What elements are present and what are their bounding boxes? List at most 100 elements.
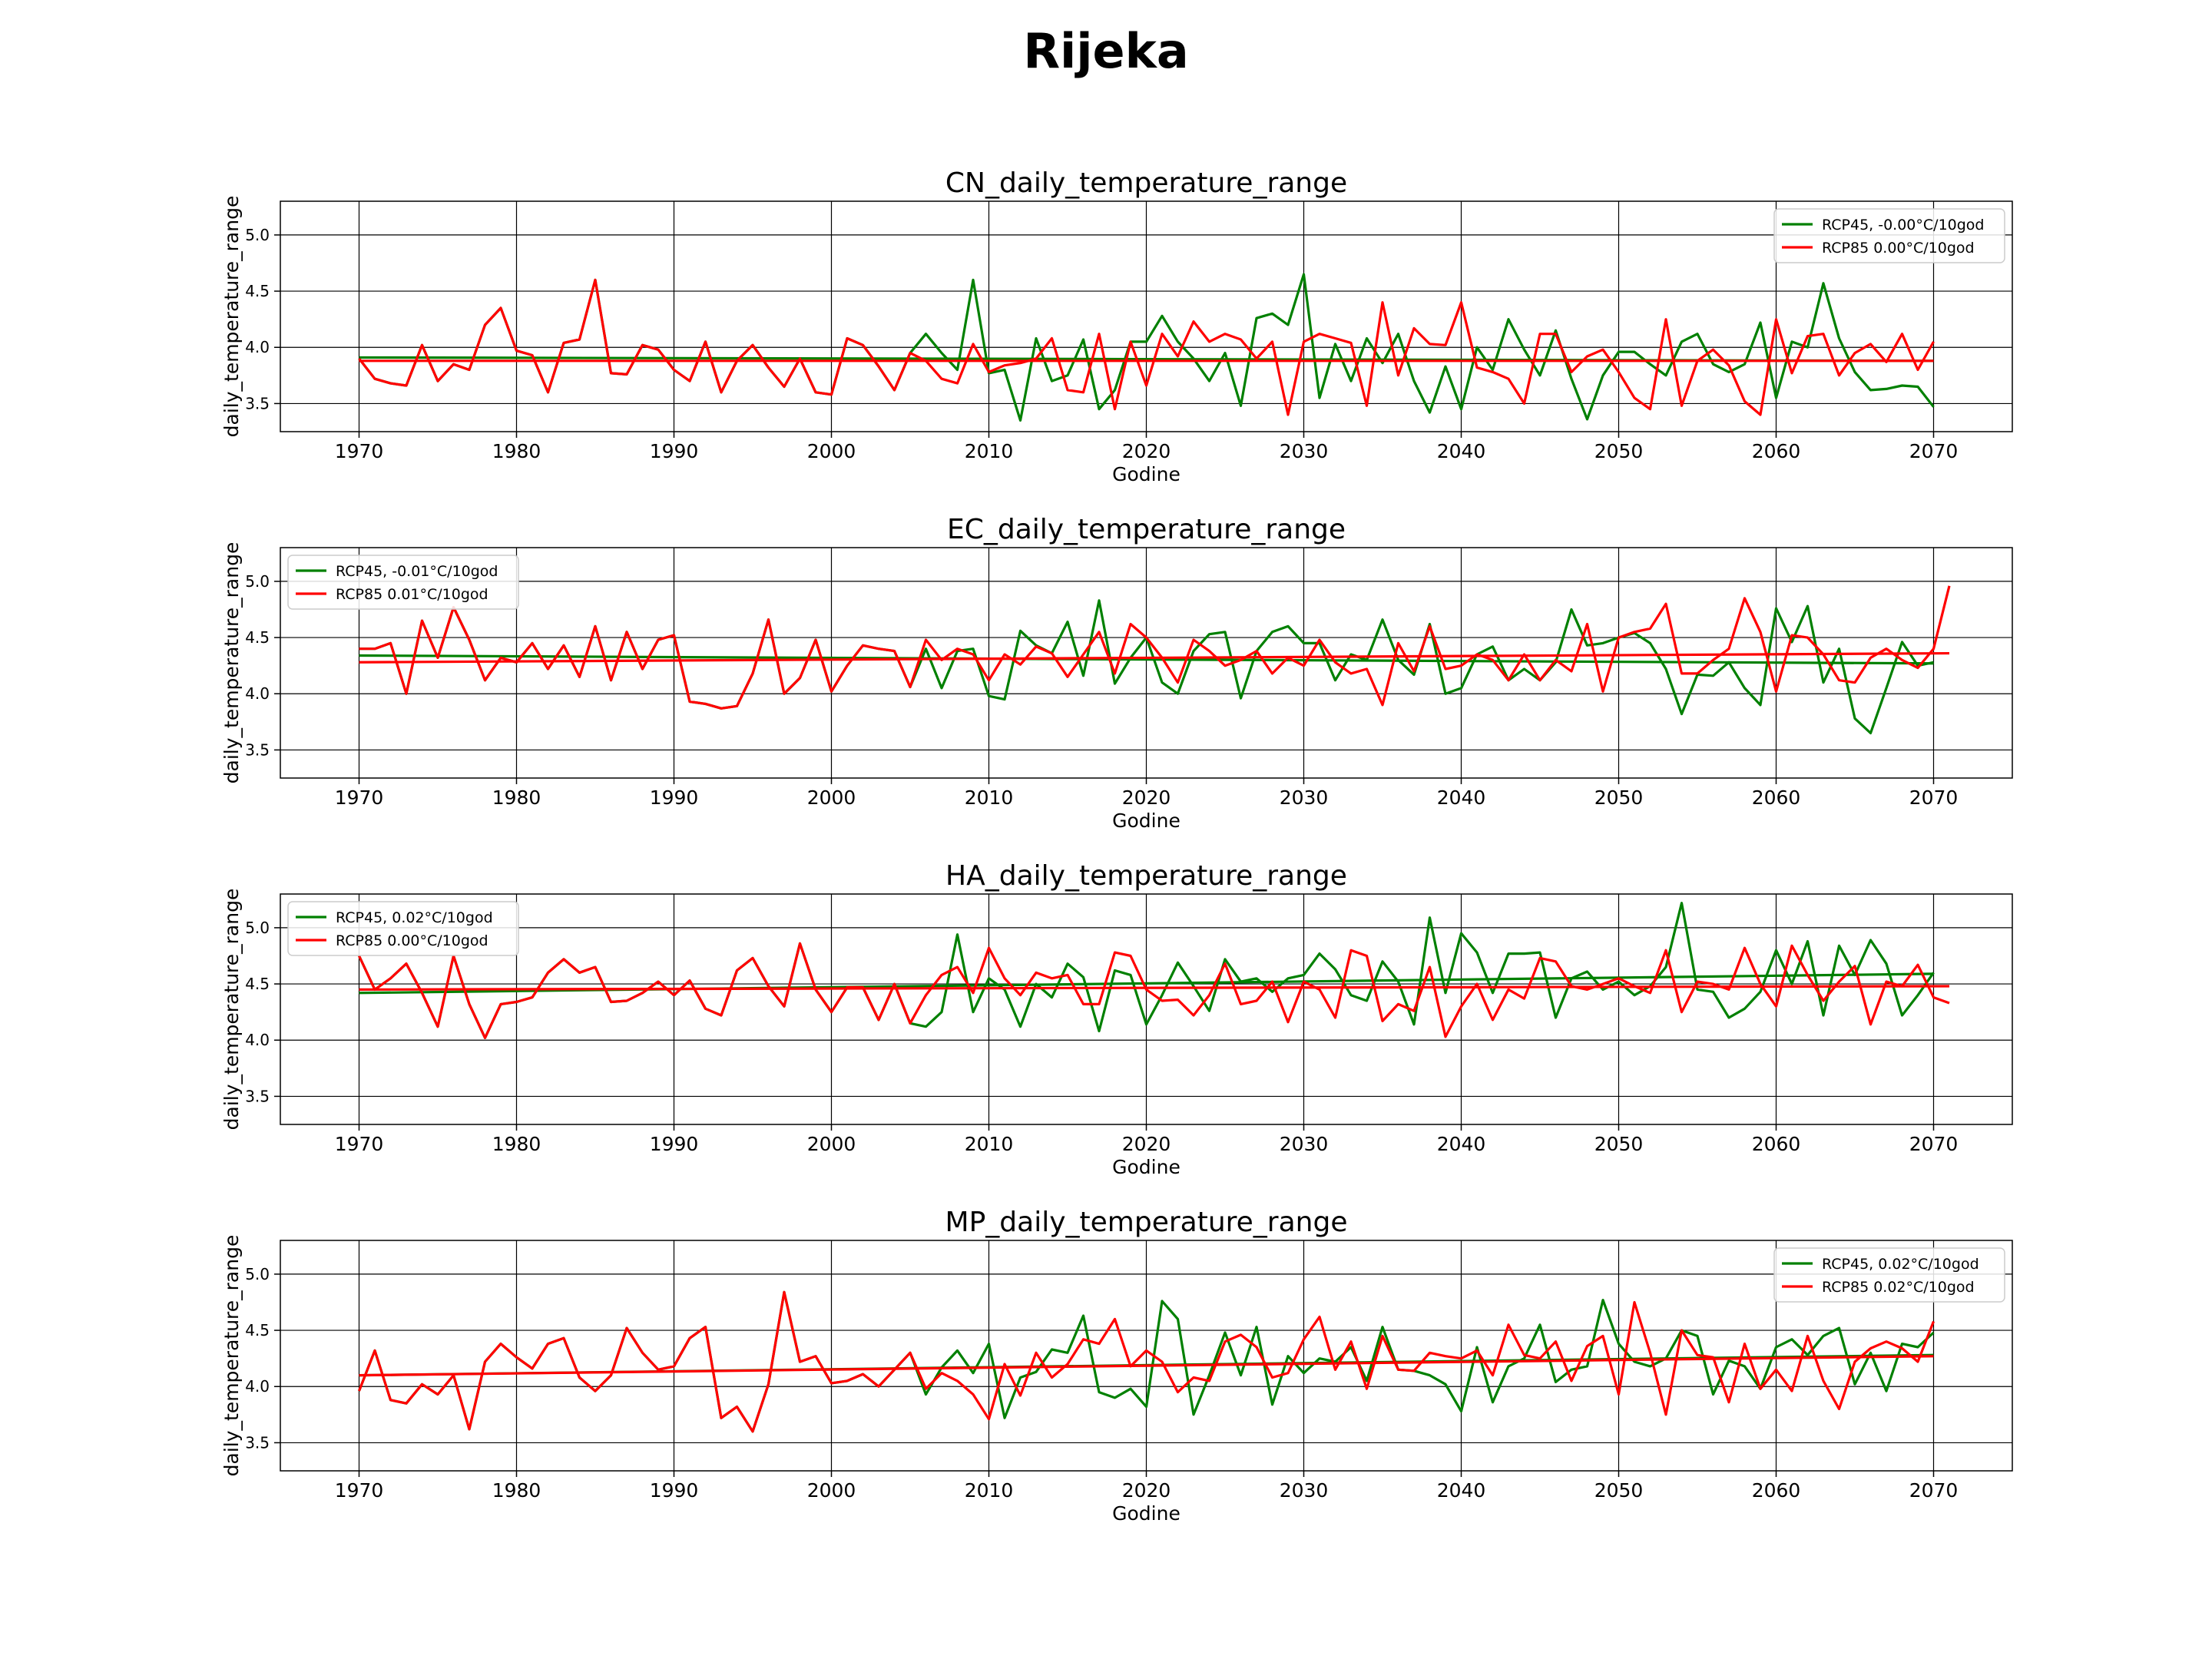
x-tick-label: 1990	[650, 1133, 699, 1155]
y-tick-label: 3.5	[245, 1087, 270, 1105]
legend: RCP45, 0.02°C/10god RCP85 0.02°C/10god	[1773, 1247, 2005, 1303]
x-tick-label: 2040	[1437, 440, 1486, 462]
x-tick-label: 2010	[965, 1133, 1014, 1155]
chart-panel-4: MP_daily_temperature_range 1970 1980 1990 20…	[220, 1207, 2013, 1525]
x-axis-label: Godine	[1112, 1156, 1181, 1178]
trend-line-rcp85	[359, 1355, 1934, 1377]
legend-label: RCP85 0.00°C/10god	[336, 932, 488, 949]
x-axis-label: Godine	[1112, 810, 1181, 832]
x-tick-label: 2020	[1122, 1133, 1171, 1155]
legend-box	[287, 555, 519, 610]
chart-title: EC_daily_temperature_range	[947, 514, 1346, 545]
x-tick-label: 1980	[492, 440, 541, 462]
legend-label: RCP85 0.01°C/10god	[336, 586, 488, 603]
legend-box	[287, 901, 519, 956]
x-tick-label: 1980	[492, 786, 541, 809]
y-axis-label: daily_temperature_range	[220, 889, 243, 1131]
series-line-rcp85	[358, 1290, 1935, 1433]
x-tick-label: 1980	[492, 1479, 541, 1502]
y-tick-label: 5.0	[245, 572, 270, 591]
x-tick-label: 2050	[1594, 786, 1644, 809]
y-axis-label: daily_temperature_range	[220, 196, 243, 438]
y-tick-label: 4.0	[245, 1377, 270, 1396]
plot-frame	[280, 200, 2013, 432]
y-axis-label: daily_temperature_range	[220, 1235, 243, 1477]
x-tick-label: 1970	[335, 1133, 384, 1155]
x-tick-label: 2030	[1280, 1479, 1329, 1502]
plot-frame	[280, 893, 2013, 1125]
x-tick-label: 2060	[1752, 440, 1801, 462]
legend-label: RCP45, -0.01°C/10god	[336, 563, 498, 580]
y-tick-label: 4.0	[245, 684, 270, 703]
legend-label: RCP45, -0.00°C/10god	[1822, 217, 1985, 233]
x-axis-label: Godine	[1112, 1502, 1181, 1525]
y-tick-label: 3.5	[245, 740, 270, 759]
x-tick-label: 2000	[807, 1133, 856, 1155]
x-tick-label: 2060	[1752, 1133, 1801, 1155]
legend: RCP45, 0.02°C/10god RCP85 0.00°C/10god	[287, 901, 519, 956]
legend-box	[1773, 1247, 2005, 1303]
legend-box	[1773, 208, 2005, 263]
x-tick-label: 1970	[335, 1479, 384, 1502]
x-tick-label: 2050	[1594, 1479, 1644, 1502]
x-tick-label: 2060	[1752, 1479, 1801, 1502]
y-tick-label: 4.5	[245, 282, 270, 300]
x-tick-label: 2070	[1909, 786, 1959, 809]
chart-title: HA_daily_temperature_range	[945, 860, 1347, 892]
x-tick-label: 2040	[1437, 1133, 1486, 1155]
y-tick-label: 5.0	[245, 1265, 270, 1283]
chart-panel-2: EC_daily_temperature_range 1970 1980 1990 20…	[220, 514, 2013, 832]
legend-label: RCP45, 0.02°C/10god	[336, 909, 493, 926]
x-tick-label: 2030	[1280, 786, 1329, 809]
y-tick-label: 3.5	[245, 394, 270, 412]
x-tick-label: 2000	[807, 786, 856, 809]
chart-title: MP_daily_temperature_range	[945, 1207, 1348, 1238]
x-tick-label: 1990	[650, 1479, 699, 1502]
legend-label: RCP85 0.02°C/10god	[1822, 1279, 1975, 1296]
y-tick-label: 4.0	[245, 1031, 270, 1049]
plot-frame	[280, 547, 2013, 779]
chart-panel-1: CN_daily_temperature_range 1970 1980 1990 20…	[220, 167, 2013, 485]
x-tick-label: 2030	[1280, 1133, 1329, 1155]
series-line-rcp85	[358, 278, 1935, 416]
x-tick-label: 1990	[650, 440, 699, 462]
plot-frame	[280, 1240, 2013, 1472]
x-tick-label: 2020	[1122, 786, 1171, 809]
y-tick-label: 5.0	[245, 919, 270, 937]
trend-line-rcp85	[359, 985, 1950, 991]
x-tick-label: 2070	[1909, 1133, 1959, 1155]
x-tick-label: 2000	[807, 440, 856, 462]
x-tick-label: 2010	[965, 786, 1014, 809]
x-tick-label: 1970	[335, 786, 384, 809]
chart-panel-3: HA_daily_temperature_range 1970 1980 1990 20…	[220, 860, 2013, 1178]
x-tick-label: 2010	[965, 1479, 1014, 1502]
y-tick-label: 4.5	[245, 975, 270, 993]
legend: RCP45, -0.01°C/10god RCP85 0.01°C/10god	[287, 555, 519, 610]
y-tick-label: 4.5	[245, 1321, 270, 1339]
legend-label: RCP85 0.00°C/10god	[1822, 240, 1975, 257]
y-axis-label: daily_temperature_range	[220, 542, 243, 784]
x-tick-label: 2050	[1594, 1133, 1644, 1155]
x-tick-label: 2020	[1122, 440, 1171, 462]
x-tick-label: 1980	[492, 1133, 541, 1155]
y-tick-label: 4.5	[245, 628, 270, 647]
x-axis-label: Godine	[1112, 463, 1181, 485]
trend-line-rcp45	[359, 654, 1934, 665]
x-tick-label: 1970	[335, 440, 384, 462]
x-tick-label: 2070	[1909, 1479, 1959, 1502]
series-line-rcp85	[358, 942, 1950, 1039]
y-tick-label: 3.5	[245, 1433, 270, 1452]
x-tick-label: 2000	[807, 1479, 856, 1502]
x-tick-label: 2030	[1280, 440, 1329, 462]
x-tick-label: 2020	[1122, 1479, 1171, 1502]
x-tick-label: 2040	[1437, 1479, 1486, 1502]
x-tick-label: 2070	[1909, 440, 1959, 462]
series-line-rcp85	[359, 585, 1951, 710]
trend-line-rcp85	[359, 651, 1950, 664]
legend: RCP45, -0.00°C/10god RCP85 0.00°C/10god	[1773, 208, 2005, 263]
chart-title: CN_daily_temperature_range	[945, 167, 1347, 199]
y-tick-label: 5.0	[245, 226, 270, 244]
x-tick-label: 2050	[1594, 440, 1644, 462]
x-tick-label: 2010	[965, 440, 1014, 462]
